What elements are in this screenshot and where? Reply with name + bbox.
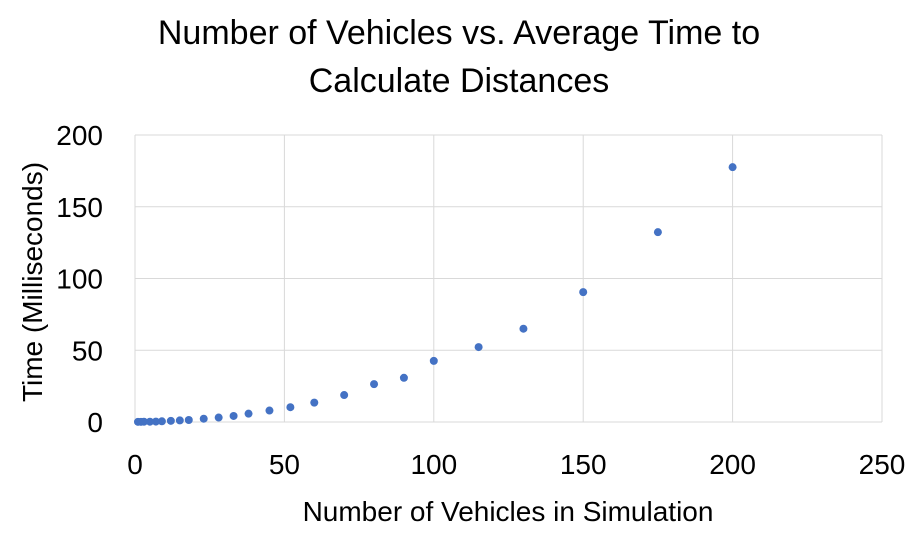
y-tick-label: 200 — [56, 120, 103, 151]
x-tick-label: 0 — [127, 449, 143, 480]
data-point — [265, 406, 274, 415]
data-point — [214, 413, 223, 422]
data-point — [166, 416, 175, 425]
grid-lines — [134, 134, 883, 423]
x-tick-label: 200 — [709, 449, 756, 480]
data-point — [728, 163, 737, 172]
data-point — [286, 403, 295, 412]
x-tick-label: 250 — [859, 449, 906, 480]
data-point — [370, 380, 379, 389]
data-point — [151, 417, 160, 426]
y-axis-label: Time (Milliseconds) — [17, 162, 48, 402]
x-tick-label: 100 — [410, 449, 457, 480]
y-tick-label: 150 — [56, 192, 103, 223]
y-tick-label: 0 — [87, 407, 103, 438]
chart-title-line-1: Number of Vehicles vs. Average Time to — [158, 14, 760, 52]
y-tick-label: 100 — [56, 264, 103, 295]
data-point — [429, 356, 438, 365]
data-point — [519, 324, 528, 333]
tick-labels: 0 50 100 150 200 0 50 100 150 200 250 — [56, 120, 905, 480]
chart-title-line-2: Calculate Distances — [309, 62, 609, 100]
data-points — [133, 163, 737, 426]
data-point — [199, 414, 208, 423]
x-tick-label: 150 — [560, 449, 607, 480]
data-point — [579, 288, 588, 297]
data-point — [399, 373, 408, 382]
data-point — [139, 417, 148, 426]
data-point — [310, 398, 319, 407]
data-point — [474, 343, 483, 352]
data-point — [340, 391, 349, 400]
x-axis-label: Number of Vehicles in Simulation — [303, 496, 714, 527]
data-point — [175, 416, 184, 425]
data-point — [184, 415, 193, 424]
data-point — [229, 411, 238, 420]
data-point — [157, 417, 166, 426]
data-point — [244, 409, 253, 418]
y-tick-label: 50 — [72, 335, 103, 366]
data-point — [653, 228, 662, 237]
x-tick-label: 50 — [269, 449, 300, 480]
data-point — [145, 417, 154, 426]
